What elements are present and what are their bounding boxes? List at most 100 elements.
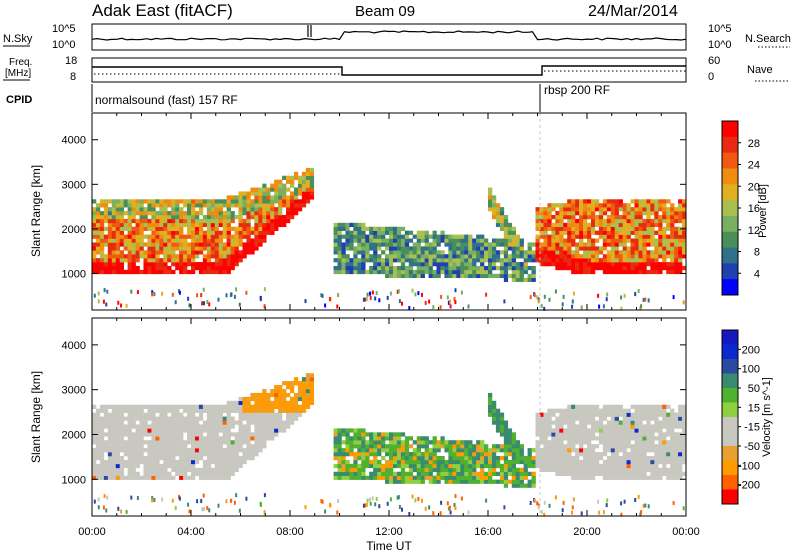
velocity-cell bbox=[373, 463, 378, 469]
velocity-cell bbox=[341, 459, 346, 465]
velocity-cell bbox=[242, 412, 247, 417]
power-cell bbox=[503, 265, 509, 271]
power-cell bbox=[618, 238, 623, 243]
power-cell bbox=[488, 195, 493, 200]
power-cell bbox=[571, 234, 576, 239]
power-cell bbox=[614, 238, 619, 243]
velocity-cell bbox=[290, 385, 295, 390]
power-cell bbox=[210, 246, 216, 251]
power-cell bbox=[575, 226, 580, 231]
velocity-cell bbox=[365, 452, 370, 457]
velocity-cell bbox=[175, 452, 180, 457]
power-cell bbox=[226, 254, 231, 259]
velocity-cell bbox=[587, 412, 592, 417]
velocity-cell bbox=[357, 471, 362, 476]
velocity-cell bbox=[436, 463, 441, 469]
velocity-cell bbox=[634, 467, 639, 473]
velocity-cell bbox=[448, 467, 453, 473]
velocity-cell bbox=[107, 475, 113, 480]
velocity-cell bbox=[598, 436, 604, 441]
velocity-cell bbox=[551, 455, 556, 461]
power-cell bbox=[365, 238, 370, 243]
power-speckle bbox=[304, 299, 307, 304]
velocity-cell bbox=[484, 459, 489, 465]
power-cell bbox=[587, 207, 592, 212]
power-cell bbox=[400, 242, 406, 247]
power-cell bbox=[618, 242, 623, 247]
velocity-cell bbox=[167, 408, 172, 413]
power-speckle bbox=[324, 303, 327, 308]
velocity-cell bbox=[179, 444, 184, 449]
power-cell bbox=[618, 250, 623, 255]
velocity-cell bbox=[630, 471, 635, 476]
power-cell bbox=[567, 246, 572, 251]
velocity-cell bbox=[499, 463, 505, 469]
power-cell bbox=[563, 254, 568, 259]
power-cell bbox=[258, 230, 263, 235]
power-cell bbox=[420, 269, 425, 275]
velocity-cell bbox=[400, 471, 406, 476]
velocity-cell bbox=[262, 420, 267, 425]
power-cell bbox=[270, 226, 275, 231]
power-cell bbox=[662, 242, 667, 247]
power-cell bbox=[262, 214, 267, 220]
velocity-cell bbox=[579, 428, 584, 433]
power-cell bbox=[183, 211, 188, 216]
velocity-cell bbox=[159, 471, 164, 476]
power-cell bbox=[183, 258, 188, 263]
velocity-cell bbox=[179, 424, 184, 429]
power-cell bbox=[674, 265, 679, 271]
power-cell bbox=[218, 230, 223, 235]
velocity-cell bbox=[143, 440, 148, 445]
velocity-cell bbox=[551, 412, 556, 417]
velocity-cell bbox=[143, 412, 148, 417]
velocity-cell bbox=[682, 424, 687, 429]
power-cell bbox=[389, 254, 394, 259]
power-cell bbox=[618, 214, 623, 220]
velocity-cell bbox=[278, 388, 283, 394]
power-cell bbox=[674, 258, 679, 263]
power-cell bbox=[179, 262, 184, 267]
velocity-cell bbox=[167, 475, 172, 480]
power-cell bbox=[210, 226, 216, 231]
velocity-cell bbox=[658, 408, 663, 413]
power-cell bbox=[357, 262, 362, 267]
velocity-cell bbox=[309, 377, 315, 382]
power-cell bbox=[230, 238, 235, 243]
velocity-cell bbox=[119, 448, 124, 453]
power-cell bbox=[678, 258, 683, 263]
power-cell bbox=[404, 269, 410, 275]
velocity-cell bbox=[642, 408, 647, 413]
velocity-cell bbox=[507, 436, 513, 441]
velocity-cell bbox=[618, 404, 623, 409]
power-cell bbox=[222, 234, 227, 239]
velocity-cell bbox=[119, 440, 124, 445]
power-speckle bbox=[448, 299, 451, 304]
power-cell bbox=[535, 226, 540, 231]
velocity-cell bbox=[626, 459, 631, 465]
velocity-cell bbox=[365, 475, 370, 480]
velocity-cell bbox=[598, 463, 604, 469]
velocity-cell bbox=[151, 440, 156, 445]
power-cell bbox=[115, 269, 121, 275]
velocity-cell bbox=[226, 455, 231, 461]
velocity-cell bbox=[99, 440, 105, 445]
velocity-cell bbox=[290, 388, 295, 394]
power-speckle bbox=[235, 287, 238, 292]
velocity-cell bbox=[678, 408, 683, 413]
velocity-cell bbox=[602, 467, 608, 473]
velocity-cell bbox=[456, 479, 461, 484]
power-cell bbox=[634, 238, 639, 243]
velocity-cell bbox=[135, 404, 140, 409]
power-cell bbox=[630, 250, 635, 255]
velocity-cell bbox=[598, 420, 604, 425]
velocity-cell bbox=[464, 440, 469, 445]
power-cell bbox=[567, 250, 572, 255]
velocity-cell bbox=[392, 448, 398, 453]
velocity-cell bbox=[464, 475, 469, 480]
power-cell bbox=[642, 269, 647, 275]
velocity-cell bbox=[246, 424, 251, 429]
velocity-cell bbox=[396, 471, 402, 476]
velocity-cell bbox=[642, 440, 647, 445]
velocity-cell bbox=[246, 420, 251, 425]
